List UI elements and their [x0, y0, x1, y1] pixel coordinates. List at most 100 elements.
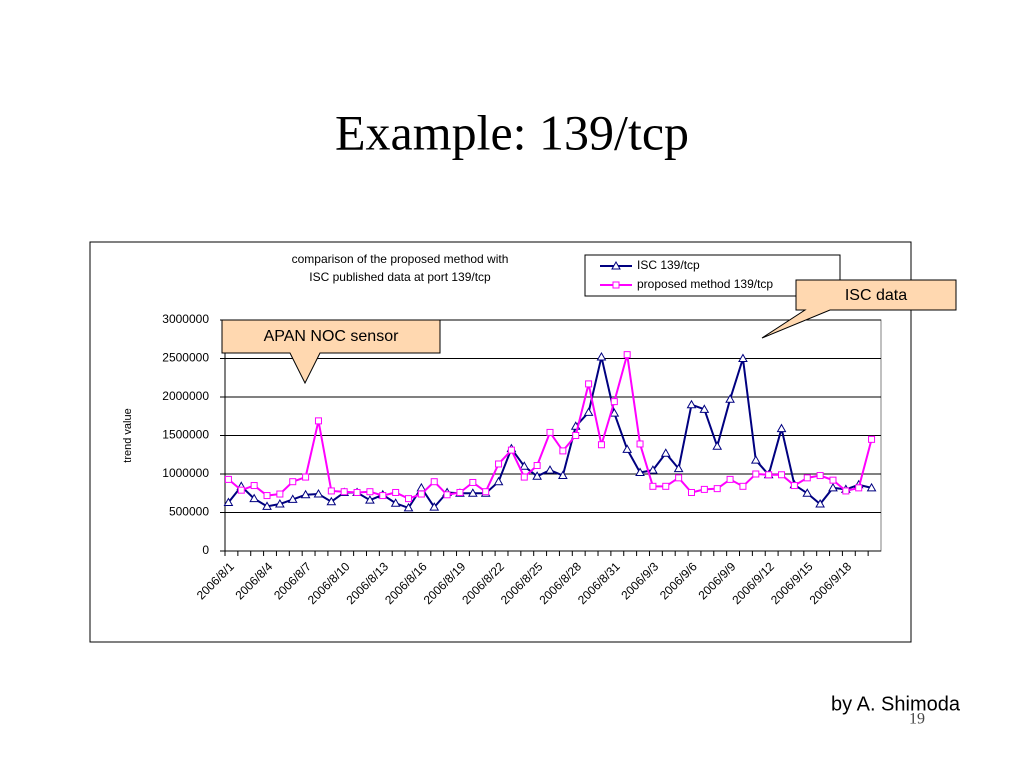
- point-marker: [275, 499, 285, 508]
- page-number: 19: [909, 711, 925, 728]
- point-marker: [612, 281, 620, 289]
- point-marker: [597, 441, 605, 449]
- point-marker: [776, 423, 787, 433]
- point-marker: [687, 488, 695, 496]
- point-marker: [558, 470, 568, 480]
- point-marker: [583, 407, 594, 416]
- point-marker: [750, 455, 761, 464]
- point-marker: [700, 485, 708, 493]
- point-marker: [623, 351, 631, 359]
- point-marker: [456, 488, 464, 496]
- point-marker: [443, 491, 451, 499]
- point-marker: [405, 495, 413, 503]
- point-marker: [662, 482, 670, 490]
- point-marker: [302, 473, 310, 481]
- point-marker: [712, 441, 723, 450]
- point-marker: [417, 490, 425, 498]
- callout-apan: [221, 319, 441, 385]
- point-marker: [430, 478, 438, 486]
- point-marker: [520, 473, 528, 481]
- point-marker: [842, 487, 850, 495]
- point-marker: [250, 482, 258, 490]
- point-marker: [649, 482, 657, 490]
- y-tick-label: 500000: [169, 505, 209, 519]
- point-marker: [559, 447, 567, 455]
- point-marker: [816, 472, 824, 480]
- point-marker: [609, 408, 620, 417]
- point-marker: [224, 475, 232, 483]
- point-marker: [507, 446, 515, 454]
- point-marker: [532, 471, 542, 480]
- callout-text: ISC data: [845, 287, 907, 304]
- point-marker: [752, 470, 760, 478]
- point-marker: [289, 478, 297, 486]
- point-marker: [533, 462, 541, 470]
- point-marker: [262, 501, 272, 510]
- point-marker: [365, 495, 375, 504]
- point-marker: [314, 417, 322, 425]
- chart-title: comparison of the proposed method with: [292, 252, 509, 266]
- point-marker: [300, 489, 311, 499]
- point-marker: [699, 404, 710, 413]
- point-marker: [429, 502, 440, 511]
- point-marker: [546, 428, 554, 436]
- point-marker: [276, 490, 284, 498]
- point-marker: [469, 478, 477, 486]
- y-tick-label: 0: [202, 543, 209, 557]
- point-marker: [855, 484, 863, 492]
- point-marker: [313, 489, 324, 498]
- point-marker: [572, 432, 580, 439]
- point-marker: [223, 497, 234, 506]
- point-marker: [738, 353, 748, 362]
- point-marker: [327, 487, 335, 495]
- point-marker: [726, 475, 734, 483]
- point-marker: [467, 488, 478, 497]
- point-marker: [237, 486, 245, 494]
- point-marker: [622, 444, 633, 453]
- point-marker: [482, 488, 490, 496]
- point-marker: [611, 260, 621, 270]
- point-marker: [739, 482, 747, 490]
- point-marker: [765, 471, 773, 479]
- point-marker: [675, 474, 683, 482]
- y-tick-label: 1000000: [162, 466, 209, 480]
- point-marker: [815, 499, 825, 508]
- y-tick-label: 3000000: [162, 312, 209, 326]
- point-marker: [495, 460, 503, 468]
- point-marker: [829, 476, 837, 484]
- point-marker: [636, 440, 644, 448]
- point-marker: [519, 461, 530, 470]
- point-marker: [249, 493, 260, 503]
- point-marker: [379, 492, 387, 500]
- point-marker: [366, 488, 374, 496]
- point-marker: [866, 482, 877, 492]
- point-marker: [802, 488, 813, 497]
- point-marker: [403, 502, 414, 512]
- y-tick-label: 2000000: [162, 389, 209, 403]
- callout-isc: [761, 279, 957, 339]
- point-marker: [635, 467, 645, 476]
- point-marker: [390, 498, 401, 507]
- point-marker: [868, 435, 876, 443]
- point-marker: [673, 463, 684, 473]
- legend-label: proposed method 139/tcp: [637, 277, 773, 291]
- point-marker: [392, 488, 400, 496]
- y-tick-label: 1500000: [162, 428, 209, 442]
- point-marker: [585, 380, 593, 388]
- point-marker: [790, 482, 798, 490]
- slide-title: Example: 139/tcp: [335, 104, 689, 160]
- chart-title: ISC published data at port 139/tcp: [309, 270, 491, 284]
- point-marker: [686, 399, 697, 409]
- point-marker: [596, 351, 607, 361]
- point-marker: [778, 471, 786, 479]
- point-marker: [610, 398, 618, 406]
- y-tick-label: 2500000: [162, 351, 209, 365]
- y-axis-label: trend value: [122, 408, 134, 462]
- point-marker: [326, 496, 337, 506]
- point-marker: [545, 465, 555, 474]
- point-marker: [263, 492, 271, 500]
- callout-text: APAN NOC sensor: [264, 328, 400, 345]
- footer: by A. Shimoda: [831, 693, 961, 715]
